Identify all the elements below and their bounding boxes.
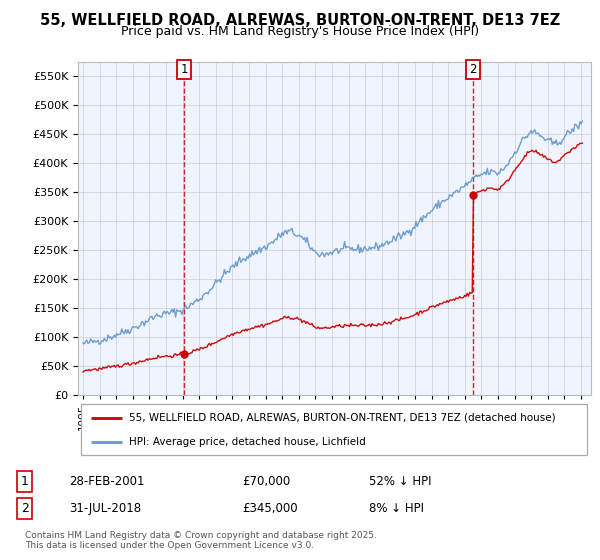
Text: 8% ↓ HPI: 8% ↓ HPI bbox=[369, 502, 424, 515]
Text: 52% ↓ HPI: 52% ↓ HPI bbox=[369, 475, 431, 488]
Text: £70,000: £70,000 bbox=[242, 475, 290, 488]
FancyBboxPatch shape bbox=[80, 404, 587, 455]
Text: 1: 1 bbox=[180, 63, 188, 76]
Text: 28-FEB-2001: 28-FEB-2001 bbox=[70, 475, 145, 488]
Text: 55, WELLFIELD ROAD, ALREWAS, BURTON-ON-TRENT, DE13 7EZ: 55, WELLFIELD ROAD, ALREWAS, BURTON-ON-T… bbox=[40, 13, 560, 28]
Text: HPI: Average price, detached house, Lichfield: HPI: Average price, detached house, Lich… bbox=[130, 437, 366, 447]
Text: 2: 2 bbox=[469, 63, 477, 76]
Text: Price paid vs. HM Land Registry's House Price Index (HPI): Price paid vs. HM Land Registry's House … bbox=[121, 25, 479, 38]
Text: 1: 1 bbox=[21, 475, 29, 488]
Text: £345,000: £345,000 bbox=[242, 502, 298, 515]
Text: 2: 2 bbox=[21, 502, 29, 515]
Text: 31-JUL-2018: 31-JUL-2018 bbox=[70, 502, 142, 515]
Text: 55, WELLFIELD ROAD, ALREWAS, BURTON-ON-TRENT, DE13 7EZ (detached house): 55, WELLFIELD ROAD, ALREWAS, BURTON-ON-T… bbox=[130, 413, 556, 423]
Text: Contains HM Land Registry data © Crown copyright and database right 2025.
This d: Contains HM Land Registry data © Crown c… bbox=[25, 531, 377, 550]
